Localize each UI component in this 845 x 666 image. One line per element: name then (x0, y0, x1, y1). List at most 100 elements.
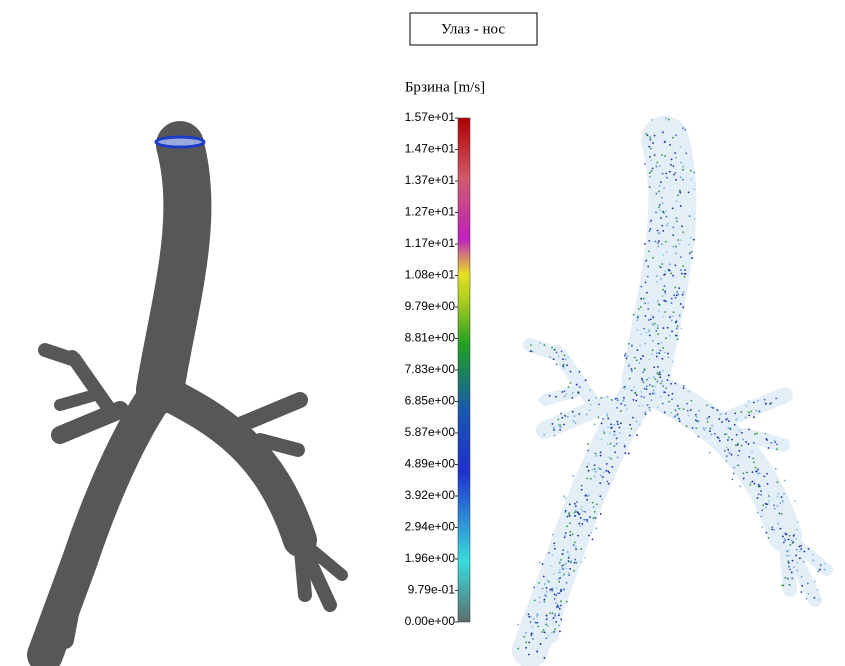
particle (676, 413, 679, 416)
particle (668, 263, 671, 266)
particle (655, 165, 658, 168)
particle (648, 230, 651, 232)
particle (564, 562, 567, 565)
particle (575, 561, 578, 564)
colorbar-tick-label: 3.92e+00 (405, 488, 456, 502)
particle (584, 494, 587, 497)
particle (647, 308, 650, 310)
particle (773, 439, 776, 442)
particle (556, 606, 558, 608)
particle (755, 470, 758, 473)
particle (663, 211, 665, 214)
particle (704, 427, 707, 430)
particle (671, 330, 673, 333)
particle (607, 482, 610, 485)
particle (675, 220, 678, 223)
particle (613, 423, 616, 426)
particle (667, 352, 669, 355)
particle (645, 385, 648, 388)
particle (753, 461, 755, 464)
particle (578, 370, 581, 373)
particle (656, 406, 659, 409)
particle (652, 376, 655, 379)
particle (568, 503, 571, 506)
particle (733, 466, 736, 469)
particle (580, 488, 583, 491)
particle (779, 527, 782, 530)
inlet (154, 135, 206, 149)
particle (635, 420, 638, 423)
particle (660, 217, 663, 219)
particle (677, 293, 680, 296)
particle (545, 586, 548, 589)
particle (764, 502, 767, 505)
particle (567, 572, 570, 575)
particle (676, 338, 679, 341)
particle (599, 513, 602, 515)
particle (764, 506, 767, 509)
particle (653, 322, 656, 325)
particle (594, 516, 597, 519)
particle (673, 173, 675, 176)
particle (817, 598, 820, 601)
particle (650, 353, 653, 356)
particle (800, 548, 803, 550)
particle (567, 560, 570, 563)
particle (666, 326, 669, 329)
particle (709, 430, 711, 433)
particle (558, 592, 561, 595)
particle (667, 374, 670, 377)
particle (777, 522, 780, 525)
particle (785, 554, 788, 557)
particle (670, 297, 673, 300)
particle (613, 433, 616, 436)
particle (771, 526, 774, 529)
particle (684, 128, 687, 131)
particle (756, 511, 759, 514)
particle (648, 358, 651, 361)
particle (723, 433, 726, 436)
particle (573, 515, 576, 517)
particle (587, 443, 589, 446)
colorbar (457, 117, 471, 623)
particle (801, 584, 804, 587)
particle (632, 399, 635, 401)
particle (591, 501, 594, 504)
particle (627, 365, 630, 367)
particle (648, 171, 651, 174)
particle (678, 420, 681, 423)
particle (682, 385, 685, 387)
particle (599, 468, 602, 471)
particle (676, 334, 678, 337)
particle (579, 525, 582, 527)
particle (559, 429, 562, 431)
particle (573, 415, 576, 418)
particle (654, 392, 656, 395)
particle (580, 484, 583, 487)
particle (770, 442, 773, 444)
particle (731, 478, 734, 481)
particle (593, 475, 596, 478)
particle (652, 142, 654, 144)
particle (640, 297, 643, 300)
particle (567, 556, 570, 559)
particle (679, 145, 682, 148)
particle (656, 161, 659, 164)
particle (536, 650, 539, 653)
particle (679, 190, 681, 193)
particle (634, 391, 637, 394)
particle (644, 411, 647, 414)
particle (563, 423, 565, 426)
particle (529, 615, 532, 618)
particle (625, 357, 628, 360)
particle (789, 544, 792, 546)
particle (629, 423, 632, 426)
particle (538, 582, 540, 584)
particle (647, 302, 650, 305)
particle (581, 505, 583, 508)
particle (572, 543, 575, 546)
particle (593, 464, 596, 467)
particle (687, 191, 690, 194)
particle (562, 358, 564, 361)
particle (594, 470, 597, 473)
